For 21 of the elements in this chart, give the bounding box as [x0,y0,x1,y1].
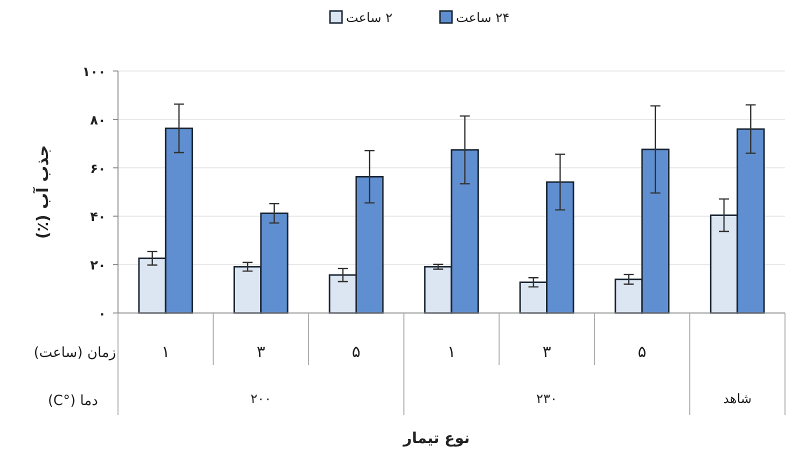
y-tick-label: ۱۰۰ [82,65,106,80]
text: زمان (ساعت) [34,345,116,361]
x-tick-label: ۱ [447,342,456,361]
x-axis-title: نوع تیمار [402,429,470,447]
text: ۲۳۰ [536,392,558,407]
x-tick-label: ۵ [352,342,361,361]
y-tick-label: ۴۰ [90,210,106,226]
y-tick-label: ۸۰ [90,113,106,128]
x-tick-label: ۳ [542,342,552,361]
x-tick-label: ۳ [256,342,266,361]
legend-label: ۲ ساعت [346,11,393,26]
x-tick-label: ۱ [161,342,170,361]
x-tick-label: ۵ [638,342,646,361]
y-tick-label: ۲۰ [90,258,106,274]
text: شاهد [723,392,752,407]
text: ۲۰۰ [250,392,272,407]
text: دما (°C) [48,393,98,409]
legend-label: ۲۴ ساعت [456,11,510,26]
y-tick-label: ۰ [98,307,106,322]
y-axis-title: جذب آب (٪) [32,145,52,239]
y-tick-label: ۶۰ [90,162,106,177]
